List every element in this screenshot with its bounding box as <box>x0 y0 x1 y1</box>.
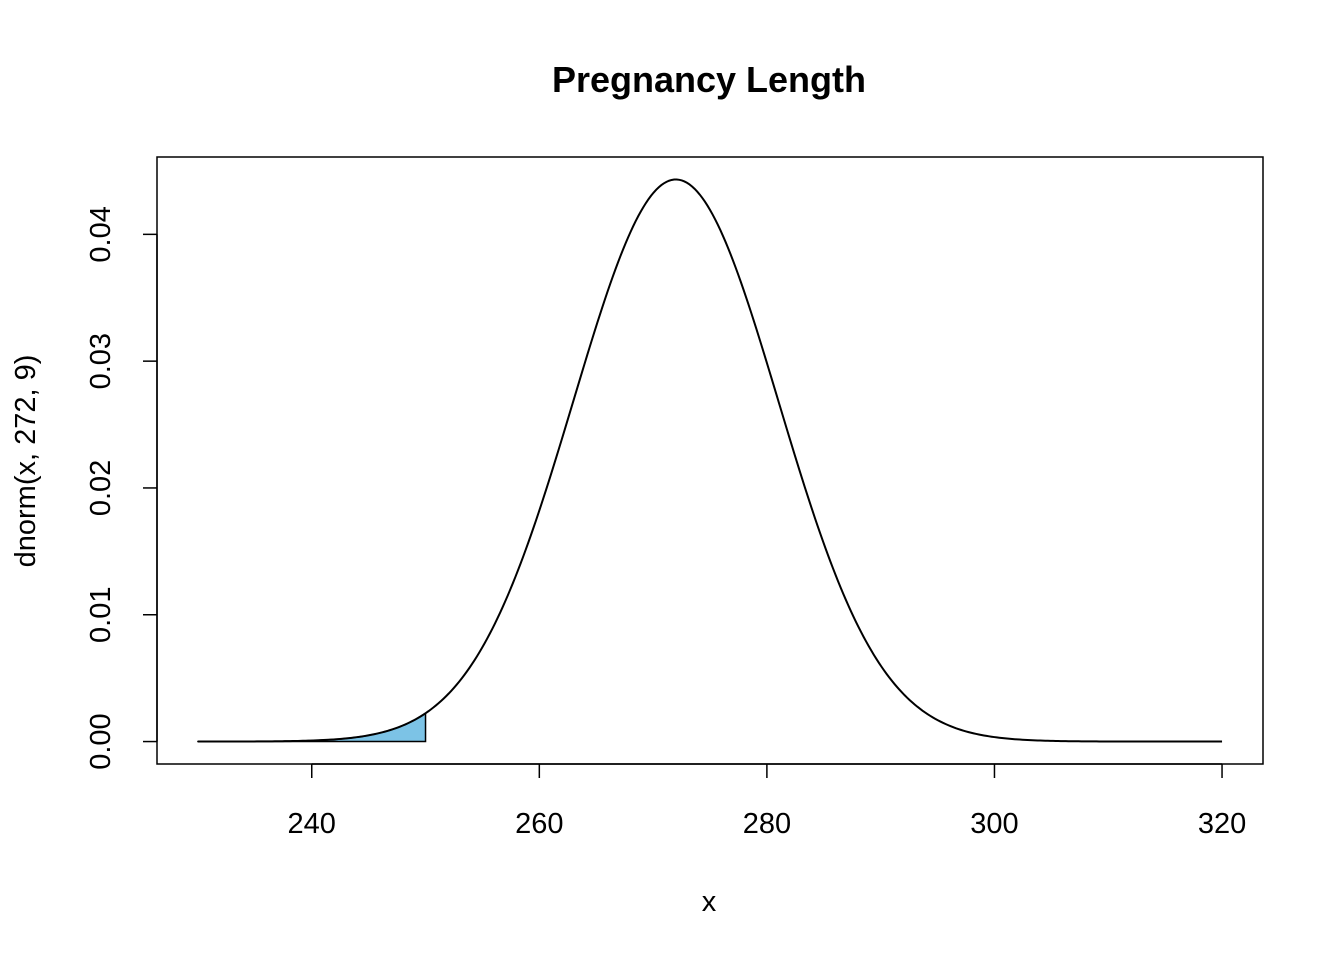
y-tick-label: 0.03 <box>85 333 117 389</box>
x-tick-label: 280 <box>743 808 791 840</box>
y-axis-label: dnorm(x, 272, 9) <box>10 355 42 568</box>
y-tick-label: 0.01 <box>85 587 117 643</box>
density-curve <box>197 178 1223 743</box>
shaded-area <box>197 711 427 743</box>
x-tick-label: 320 <box>1198 808 1246 840</box>
y-tick-label: 0.00 <box>85 713 117 769</box>
x-tick-label: 300 <box>970 808 1018 840</box>
y-tick-label: 0.02 <box>85 460 117 516</box>
x-axis-label: x <box>702 886 717 918</box>
x-axis: 240 260 280 300 320 <box>288 763 1246 840</box>
y-tick-label: 0.04 <box>85 206 117 262</box>
shaded-area-layer <box>197 711 427 743</box>
curve-layer <box>197 178 1223 743</box>
plot-frame <box>156 156 1264 765</box>
y-axis: 0.00 0.01 0.02 0.03 0.04 <box>85 206 158 770</box>
x-tick-label: 240 <box>288 808 336 840</box>
x-tick-label: 260 <box>515 808 563 840</box>
chart-title: Pregnancy Length <box>552 59 866 100</box>
